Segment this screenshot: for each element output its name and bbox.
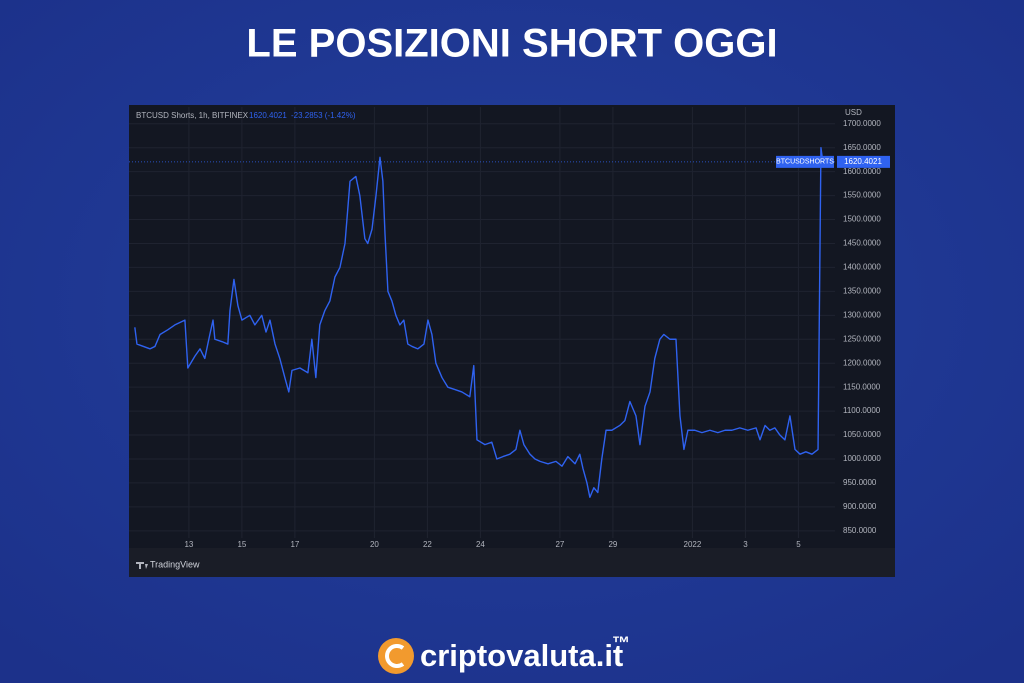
y-tick-label: 950.0000 — [843, 478, 877, 487]
y-tick-label: 1000.0000 — [843, 454, 881, 463]
brand-icon — [378, 638, 414, 674]
price-tag-label: 1620.4021 — [844, 157, 882, 166]
x-tick-label: 22 — [423, 540, 432, 549]
series-line — [134, 147, 824, 498]
price-tag — [837, 155, 890, 168]
footer-bar — [129, 548, 895, 577]
x-tick-label: 29 — [608, 540, 617, 549]
y-tick-label: 900.0000 — [843, 502, 877, 511]
y-tick-label: 1600.0000 — [843, 167, 881, 176]
y-tick-label: 1500.0000 — [843, 215, 881, 224]
y-tick-label: 1650.0000 — [843, 143, 881, 152]
watermark: TradingView — [150, 559, 200, 569]
brand-mark: ™ — [612, 633, 630, 653]
change: -23.2853 (-1.42%) — [291, 111, 356, 120]
last-value: 1620.4021 — [249, 111, 287, 120]
x-tick-label: 17 — [290, 540, 299, 549]
y-tick-label: 1150.0000 — [843, 382, 881, 391]
brand-icon-glyph — [385, 644, 405, 668]
x-tick-label: 27 — [555, 540, 564, 549]
y-tick-label: 1400.0000 — [843, 263, 881, 272]
currency: USD — [845, 108, 862, 117]
brand-name: criptovaluta.it — [420, 638, 623, 673]
page-title: LE POSIZIONI SHORT OGGI — [246, 22, 777, 66]
y-tick-label: 1300.0000 — [843, 310, 881, 319]
x-tick-label: 2022 — [684, 540, 702, 549]
y-tick-label: 1700.0000 — [843, 119, 881, 128]
y-tick-label: 1250.0000 — [843, 334, 881, 343]
x-tick-label: 13 — [184, 540, 193, 549]
chart-panel — [129, 105, 895, 577]
x-tick-label: 5 — [796, 540, 801, 549]
x-tick-label: 24 — [476, 540, 485, 549]
tv-logo — [136, 562, 148, 569]
y-tick-label: 850.0000 — [843, 526, 877, 535]
y-tick-label: 1200.0000 — [843, 358, 881, 367]
x-tick-label: 15 — [237, 540, 246, 549]
y-tick-label: 1350.0000 — [843, 286, 881, 295]
x-tick-label: 3 — [743, 540, 748, 549]
plot: 850.0000 900.0000 950.0000 1000.0000 1050.00… — [129, 107, 890, 549]
y-tick-label: 1550.0000 — [843, 191, 881, 200]
x-tick-label: 20 — [370, 540, 379, 549]
series-tag-label: BTCUSDSHORTS — [776, 159, 834, 166]
y-tick-label: 1450.0000 — [843, 239, 881, 248]
series-tag — [776, 155, 834, 168]
symbol-info: BTCUSD Shorts, 1h, BITFINEX — [136, 111, 249, 120]
y-tick-label: 1050.0000 — [843, 430, 881, 439]
y-tick-label: 1100.0000 — [843, 406, 881, 415]
